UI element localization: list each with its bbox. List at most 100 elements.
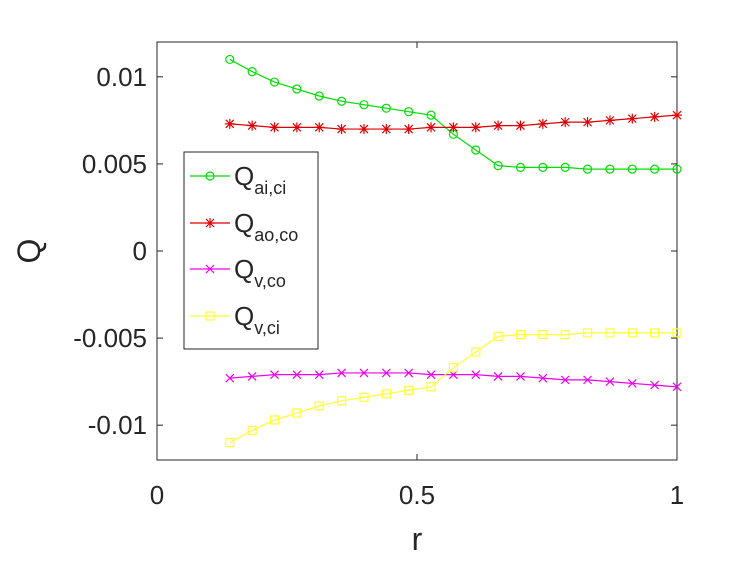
data-point	[537, 118, 548, 129]
data-point	[359, 368, 369, 378]
data-point	[605, 164, 615, 174]
data-point	[627, 113, 638, 124]
data-point	[426, 370, 436, 380]
data-point	[471, 370, 481, 380]
data-point	[314, 370, 324, 380]
data-point	[493, 120, 504, 131]
data-point	[337, 96, 347, 106]
data-point	[291, 122, 302, 133]
series-line	[229, 58, 677, 170]
data-point	[538, 162, 548, 172]
data-point	[672, 164, 682, 174]
data-point	[381, 103, 391, 113]
data-point	[292, 370, 302, 380]
data-point	[292, 84, 302, 94]
legend-marker	[205, 311, 215, 321]
data-point	[515, 330, 526, 340]
series-line	[229, 332, 677, 444]
data-point	[337, 368, 347, 378]
data-point	[649, 111, 660, 122]
data-point	[470, 122, 481, 133]
data-point	[672, 110, 682, 121]
data-point	[560, 117, 571, 128]
data-point	[538, 330, 548, 340]
data-point	[404, 368, 414, 378]
data-point	[225, 437, 235, 448]
data-point	[471, 145, 481, 155]
x-tick-label: 0.5	[399, 480, 435, 510]
data-point	[605, 328, 615, 338]
data-point	[627, 164, 637, 174]
y-tick-label: 0	[133, 236, 147, 266]
data-point	[247, 67, 257, 77]
data-point	[314, 401, 324, 411]
data-point	[359, 100, 369, 110]
data-point	[560, 375, 570, 385]
data-point	[650, 328, 660, 338]
data-point	[247, 120, 258, 131]
data-point	[515, 120, 526, 131]
data-point	[560, 330, 570, 340]
data-point	[627, 328, 637, 338]
data-point	[650, 380, 660, 390]
data-point	[448, 122, 459, 133]
data-point	[269, 77, 280, 87]
series-v-ci	[225, 328, 682, 448]
data-point	[381, 368, 391, 378]
series-ai-ci	[225, 54, 682, 174]
data-point	[403, 124, 414, 135]
data-point	[426, 110, 436, 120]
data-point	[582, 117, 593, 128]
data-point	[314, 122, 325, 133]
data-point	[604, 115, 615, 126]
data-point	[493, 331, 503, 341]
legend-subscript: ai,ci	[254, 178, 286, 198]
data-point	[448, 363, 458, 373]
data-point	[672, 382, 682, 392]
data-point	[582, 164, 593, 174]
y-tick-label: -0.005	[73, 323, 147, 353]
data-point	[314, 91, 324, 101]
data-point	[493, 371, 503, 381]
data-point	[627, 378, 637, 388]
legend-marker	[205, 171, 215, 181]
data-point	[225, 373, 235, 383]
data-point	[225, 54, 235, 65]
data-point	[359, 392, 369, 402]
data-point	[358, 124, 369, 135]
data-point	[650, 164, 660, 174]
legend-subscript: ao,co	[254, 225, 298, 245]
data-point	[516, 371, 525, 381]
data-point	[426, 122, 437, 133]
data-point	[270, 370, 279, 380]
data-point	[672, 328, 682, 338]
data-point	[247, 425, 257, 435]
x-tick-label: 0	[150, 480, 164, 510]
y-tick-label: 0.01	[96, 62, 147, 92]
data-point	[515, 162, 526, 172]
data-point	[582, 328, 593, 338]
data-point	[583, 375, 592, 385]
legend-marker	[205, 218, 215, 228]
x-tick-label: 1	[670, 480, 684, 510]
data-point	[247, 371, 257, 381]
legend-subscript: v,ci	[254, 318, 280, 338]
data-point	[426, 382, 436, 392]
series-layer	[224, 54, 682, 448]
data-point	[471, 347, 481, 357]
data-point	[381, 389, 391, 399]
data-point	[538, 373, 548, 383]
y-tick-label: 0.005	[82, 149, 147, 179]
data-point	[269, 122, 280, 133]
data-point	[292, 408, 302, 418]
legend-marker	[205, 264, 215, 274]
data-point	[560, 162, 570, 172]
data-point	[224, 118, 235, 129]
data-point	[336, 124, 347, 135]
data-point	[404, 107, 414, 117]
series-ao-co	[224, 110, 682, 135]
x-axis-label: r	[412, 521, 423, 557]
data-point	[269, 415, 280, 425]
